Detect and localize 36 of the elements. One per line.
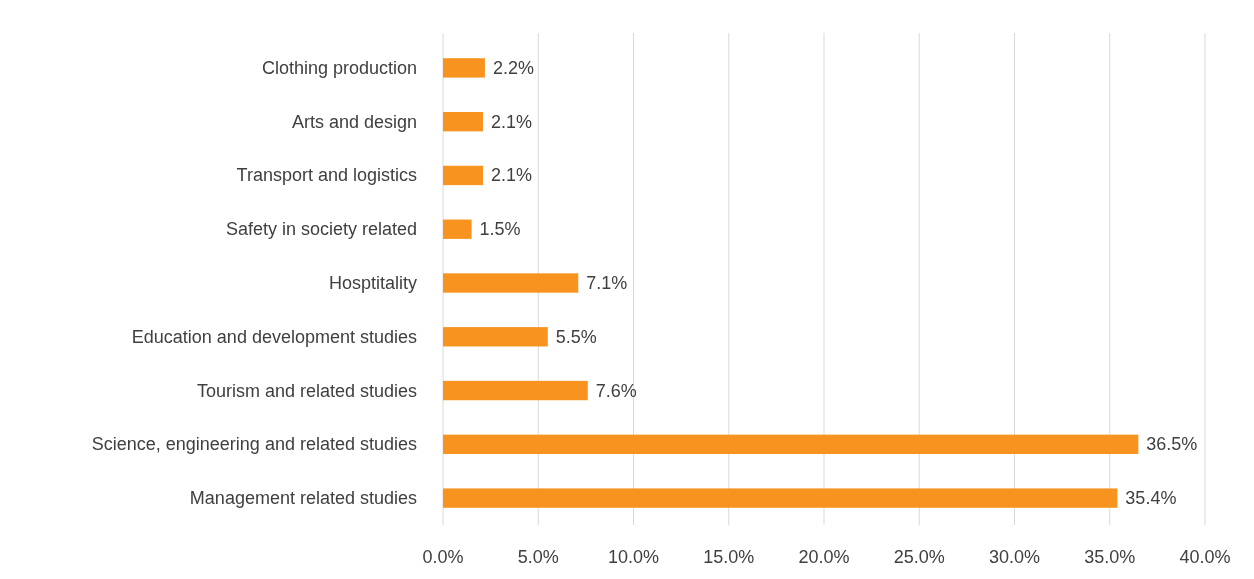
data-label: 7.1% <box>586 273 628 293</box>
x-tick-label: 0.0% <box>422 547 464 567</box>
y-tick-label: Tourism and related studies <box>196 380 417 401</box>
data-label: 2.1% <box>491 165 533 186</box>
data-label: 35.4% <box>1125 488 1177 509</box>
data-label: 1.5% <box>479 219 521 240</box>
y-tick-label: Clothing production <box>261 57 417 78</box>
y-tick-label: Hosptitality <box>328 273 417 293</box>
data-label: 2.1% <box>491 111 533 132</box>
x-tick-label: 30.0% <box>988 547 1041 567</box>
bar <box>443 165 484 186</box>
x-tick-label: 5.0% <box>517 547 559 567</box>
x-tick-label: 10.0% <box>607 547 660 567</box>
bar <box>443 273 579 293</box>
data-label: 36.5% <box>1146 434 1198 455</box>
x-tick-label: 15.0% <box>703 547 755 567</box>
y-tick-label: Transport and logistics <box>236 165 417 186</box>
bar <box>443 380 588 401</box>
y-tick-label: Arts and design <box>291 111 417 132</box>
y-tick-label: Science, engineering and related studies <box>91 434 417 455</box>
y-tick-label: Safety in society related <box>225 219 417 240</box>
bar <box>443 219 472 239</box>
bar <box>443 488 1118 508</box>
data-label: 2.2% <box>492 57 534 78</box>
data-label: 7.6% <box>595 380 637 401</box>
x-tick-label: 35.0% <box>1084 547 1136 567</box>
x-tick-label: 40.0% <box>1179 547 1231 567</box>
x-tick-label: 20.0% <box>798 547 850 567</box>
y-tick-label: Management related studies <box>189 488 417 509</box>
bar <box>443 327 548 347</box>
bar <box>443 434 1139 455</box>
bar <box>443 111 484 132</box>
x-tick-label: 25.0% <box>893 547 945 567</box>
bar <box>443 58 485 78</box>
y-tick-label: Education and development studies <box>131 326 417 347</box>
data-label: 5.5% <box>555 326 597 347</box>
